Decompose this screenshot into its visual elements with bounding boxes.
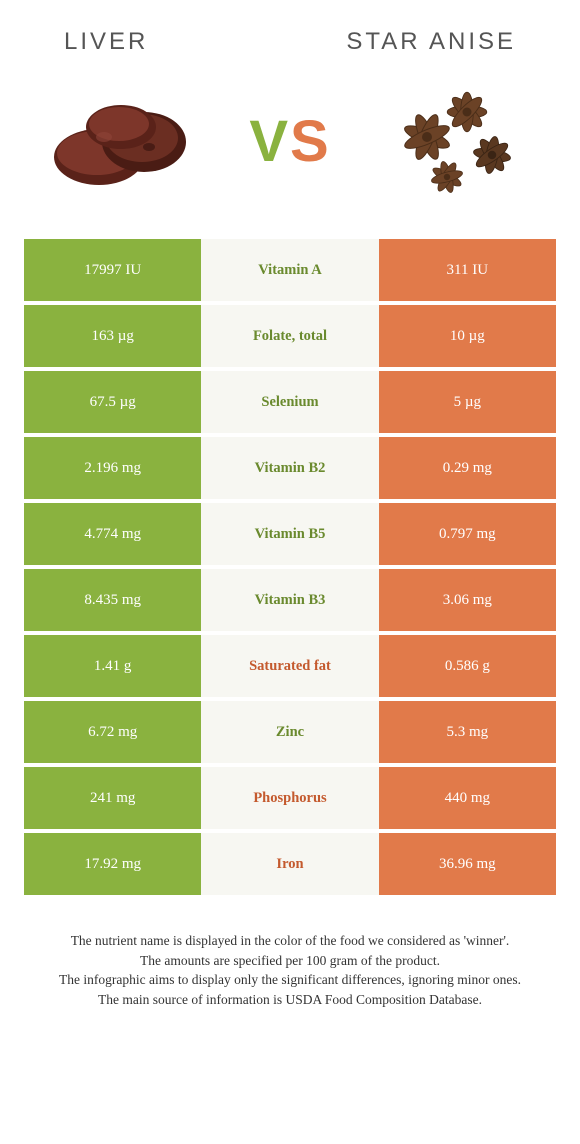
nutrient-name: Vitamin B3 (201, 569, 378, 631)
liver-image (46, 74, 201, 209)
left-value: 67.5 µg (24, 371, 201, 433)
table-row: 1.41 gSaturated fat0.586 g (24, 635, 556, 697)
right-value: 3.06 mg (379, 569, 556, 631)
title-right: Star Anise (346, 28, 516, 56)
infographic-container: Liver Star Anise VS (0, 0, 580, 1029)
table-row: 6.72 mgZinc5.3 mg (24, 701, 556, 763)
table-row: 241 mgPhosphorus440 mg (24, 767, 556, 829)
nutrient-name: Zinc (201, 701, 378, 763)
images-row: VS (24, 74, 556, 239)
right-value: 5 µg (379, 371, 556, 433)
right-value: 0.797 mg (379, 503, 556, 565)
nutrient-name: Folate, total (201, 305, 378, 367)
table-row: 17997 IUVitamin A311 IU (24, 239, 556, 301)
left-value: 8.435 mg (24, 569, 201, 631)
vs-s: S (290, 109, 331, 174)
vs-label: VS (249, 108, 330, 175)
footer-notes: The nutrient name is displayed in the co… (24, 899, 556, 1009)
footer-line: The main source of information is USDA F… (34, 990, 546, 1010)
left-value: 6.72 mg (24, 701, 201, 763)
table-row: 2.196 mgVitamin B20.29 mg (24, 437, 556, 499)
right-value: 36.96 mg (379, 833, 556, 895)
table-row: 4.774 mgVitamin B50.797 mg (24, 503, 556, 565)
left-value: 4.774 mg (24, 503, 201, 565)
star-anise-icon (382, 77, 532, 207)
table-row: 17.92 mgIron36.96 mg (24, 833, 556, 895)
right-value: 10 µg (379, 305, 556, 367)
left-value: 17.92 mg (24, 833, 201, 895)
vs-v: V (249, 109, 290, 174)
right-value: 311 IU (379, 239, 556, 301)
liver-icon (49, 87, 199, 197)
nutrient-name: Saturated fat (201, 635, 378, 697)
title-left: Liver (64, 28, 148, 56)
footer-line: The infographic aims to display only the… (34, 970, 546, 990)
right-value: 0.586 g (379, 635, 556, 697)
nutrient-name: Vitamin A (201, 239, 378, 301)
left-value: 1.41 g (24, 635, 201, 697)
left-value: 163 µg (24, 305, 201, 367)
right-value: 5.3 mg (379, 701, 556, 763)
nutrient-name: Phosphorus (201, 767, 378, 829)
right-value: 0.29 mg (379, 437, 556, 499)
footer-line: The nutrient name is displayed in the co… (34, 931, 546, 951)
left-value: 2.196 mg (24, 437, 201, 499)
left-value: 17997 IU (24, 239, 201, 301)
table-row: 8.435 mgVitamin B33.06 mg (24, 569, 556, 631)
right-value: 440 mg (379, 767, 556, 829)
nutrient-name: Vitamin B5 (201, 503, 378, 565)
left-value: 241 mg (24, 767, 201, 829)
star-anise-image (379, 74, 534, 209)
nutrient-name: Vitamin B2 (201, 437, 378, 499)
table-row: 67.5 µgSelenium5 µg (24, 371, 556, 433)
nutrient-name: Iron (201, 833, 378, 895)
footer-line: The amounts are specified per 100 gram o… (34, 951, 546, 971)
nutrient-table: 17997 IUVitamin A311 IU163 µgFolate, tot… (24, 239, 556, 895)
nutrient-name: Selenium (201, 371, 378, 433)
table-row: 163 µgFolate, total10 µg (24, 305, 556, 367)
header-row: Liver Star Anise (24, 20, 556, 74)
